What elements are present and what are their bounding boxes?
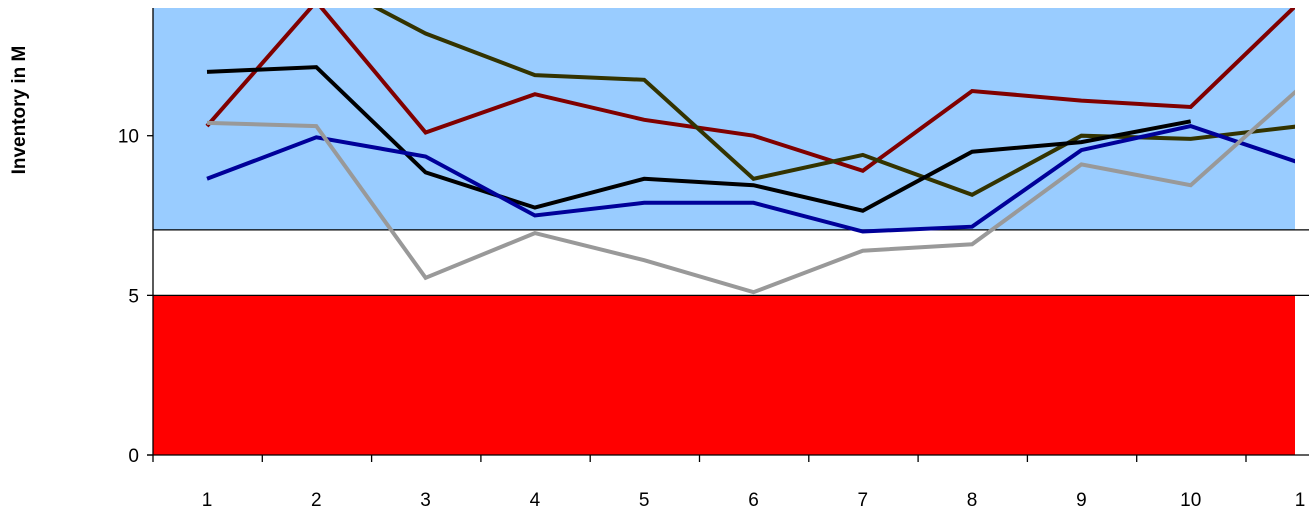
series-line-0: [205, 8, 1295, 174]
series-line-2: [206, 65, 1192, 213]
x-tick-label: 5: [639, 490, 650, 511]
band-0: [153, 295, 1295, 455]
x-tick-label: 3: [420, 490, 431, 511]
threshold-bands: [153, 8, 1309, 455]
x-tick-label: 10: [1180, 490, 1201, 511]
series-line-4: [206, 89, 1295, 295]
y-tick-label: 5: [128, 286, 139, 307]
x-tick-label: 9: [1076, 490, 1087, 511]
x-tick-label: 1: [1295, 490, 1306, 511]
series-line-3: [206, 124, 1295, 234]
x-tick-label: 4: [530, 490, 541, 511]
x-tick-label: 7: [858, 490, 869, 511]
band-2: [153, 8, 1295, 230]
series-lines: [205, 8, 1295, 295]
x-tick-label: 8: [967, 490, 978, 511]
x-tick-label: 6: [748, 490, 759, 511]
y-tick-labels: 0 5 10: [118, 127, 139, 467]
y-tick-label: 0: [128, 446, 139, 467]
x-tick-label: 2: [311, 490, 322, 511]
y-tick-label: 10: [118, 127, 139, 148]
x-tick-labels: 1 2 3 4 5 6 7 8 9 10 1: [202, 490, 1306, 511]
x-tick-label: 1: [202, 490, 213, 511]
axes: [147, 8, 1309, 462]
